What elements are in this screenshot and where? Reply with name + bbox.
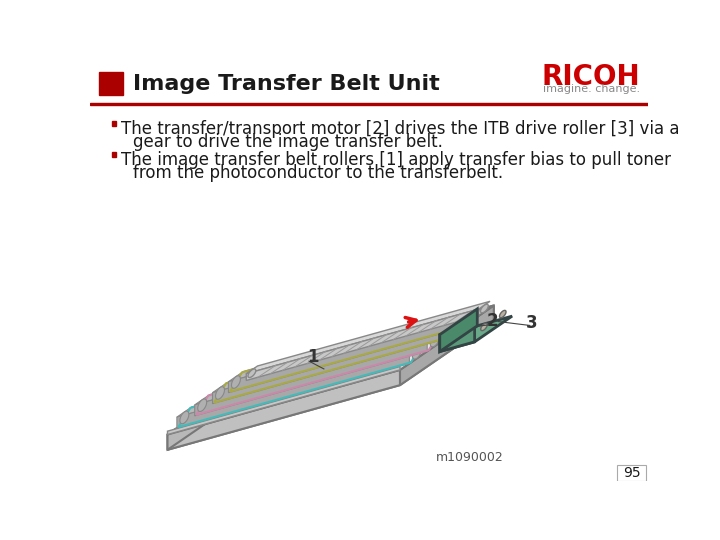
Text: RICOH: RICOH	[541, 63, 640, 91]
Polygon shape	[500, 310, 506, 318]
Polygon shape	[168, 370, 261, 450]
Text: from the photoconductor to the transferbelt.: from the photoconductor to the transferb…	[133, 164, 503, 182]
Bar	[99, 72, 122, 95]
Polygon shape	[212, 328, 445, 404]
Polygon shape	[194, 330, 442, 405]
Polygon shape	[194, 340, 427, 416]
Polygon shape	[481, 323, 487, 330]
Polygon shape	[180, 411, 189, 424]
Polygon shape	[261, 306, 494, 386]
Polygon shape	[440, 316, 512, 352]
Polygon shape	[215, 387, 225, 399]
Polygon shape	[448, 322, 457, 335]
Polygon shape	[212, 318, 460, 393]
Bar	[617, 465, 647, 481]
Text: gear to drive the image transfer belt.: gear to drive the image transfer belt.	[133, 133, 444, 151]
Polygon shape	[168, 370, 400, 450]
Polygon shape	[246, 301, 490, 374]
Text: m1090002: m1090002	[436, 451, 503, 464]
Polygon shape	[480, 304, 488, 313]
Text: The transfer/transport motor [2] drives the ITB drive roller [3] via a: The transfer/transport motor [2] drives …	[121, 120, 680, 138]
Polygon shape	[228, 317, 461, 393]
Polygon shape	[464, 311, 473, 323]
Bar	[90, 103, 648, 105]
Polygon shape	[400, 306, 494, 385]
Polygon shape	[431, 334, 439, 347]
Polygon shape	[248, 369, 256, 377]
Polygon shape	[177, 353, 410, 428]
Text: The image transfer belt rollers [1] apply transfer bias to pull toner: The image transfer belt rollers [1] appl…	[121, 151, 671, 169]
Polygon shape	[440, 325, 474, 352]
Bar	[112, 121, 117, 126]
Polygon shape	[168, 367, 400, 435]
Polygon shape	[440, 309, 477, 352]
Polygon shape	[168, 321, 494, 450]
Polygon shape	[413, 347, 421, 359]
Polygon shape	[231, 376, 240, 388]
Text: 2: 2	[487, 312, 498, 329]
Polygon shape	[246, 309, 479, 381]
Text: 95: 95	[623, 466, 641, 480]
Bar	[112, 152, 117, 157]
Polygon shape	[228, 307, 476, 382]
Text: imagine. change.: imagine. change.	[543, 84, 640, 94]
Text: 3: 3	[526, 314, 538, 332]
Polygon shape	[198, 399, 207, 411]
Bar	[90, 65, 648, 105]
Text: Image Transfer Belt Unit: Image Transfer Belt Unit	[132, 74, 439, 94]
Text: 1: 1	[307, 348, 319, 366]
Polygon shape	[177, 342, 424, 417]
Polygon shape	[168, 306, 494, 435]
